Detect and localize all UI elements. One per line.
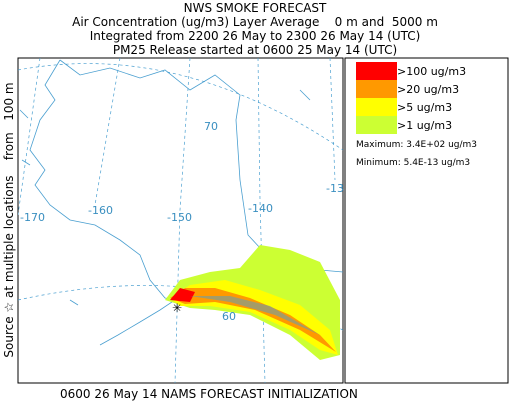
map-label: -150 <box>167 211 192 224</box>
map-label: -160 <box>88 204 113 217</box>
map-frame: ✳ 70 -130 -170 -160 -150 -140 60 <box>17 57 351 384</box>
subtitle: Air Concentration (ug/m3) Layer Average … <box>72 15 438 29</box>
side-label: Source ☆ at multiple locations from 100 … <box>2 82 16 357</box>
footer: 0600 26 May 14 NAMS FORECAST INITIALIZAT… <box>60 387 358 401</box>
title: NWS SMOKE FORECAST <box>184 1 327 15</box>
map-label: 70 <box>204 120 218 133</box>
legend: >100 ug/m3 >20 ug/m3 >5 ug/m3 >1 ug/m3 M… <box>344 57 509 384</box>
map-label: 60 <box>222 310 236 323</box>
subtitle: PM25 Release started at 0600 25 May 14 (… <box>113 43 397 57</box>
plume: ✳ <box>165 245 340 360</box>
legend-swatch <box>356 62 397 80</box>
source-marker: ✳ <box>172 301 182 315</box>
legend-swatch <box>356 116 397 134</box>
maximum: Maximum: 3.4E+02 ug/m3 <box>356 140 477 150</box>
legend-entry: >100 ug/m3 <box>397 65 466 78</box>
map-label: -170 <box>20 211 45 224</box>
legend-entry: >1 ug/m3 <box>397 119 452 132</box>
legend-swatch <box>356 98 397 116</box>
legend-swatch <box>356 80 397 98</box>
legend-entry: >5 ug/m3 <box>397 101 452 114</box>
legend-entry: >20 ug/m3 <box>397 83 459 96</box>
minimum: Minimum: 5.4E-13 ug/m3 <box>356 158 470 168</box>
subtitle: Integrated from 2200 26 May to 2300 26 M… <box>90 29 421 43</box>
map-label: -140 <box>248 202 273 215</box>
